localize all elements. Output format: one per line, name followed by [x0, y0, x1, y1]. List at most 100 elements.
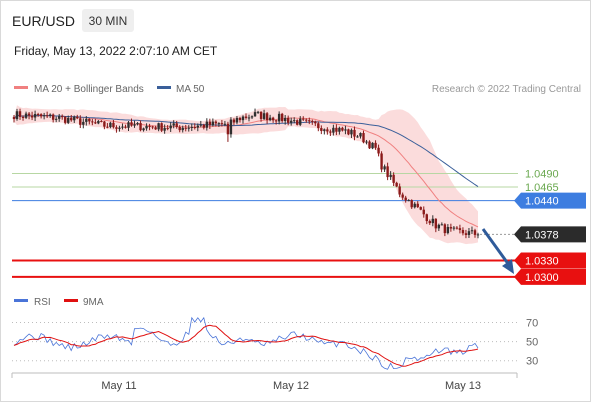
candle-body [145, 125, 148, 129]
timeframe-badge[interactable] [82, 9, 134, 32]
candle-body [410, 200, 413, 208]
legend-9ma-label: 9MA [83, 297, 104, 308]
rsi-tick-30: 30 [526, 356, 538, 368]
timeframe-label: 30 MIN [89, 14, 128, 28]
candle-body [341, 127, 344, 131]
legend-ma20-swatch [14, 86, 28, 89]
ma20-line [13, 114, 479, 228]
candle-body [24, 113, 28, 118]
candle-body [172, 123, 175, 126]
candle-body [314, 121, 317, 124]
candle-body [452, 227, 456, 229]
x-tick-label: May 11 [101, 380, 136, 392]
candle-body [434, 218, 438, 229]
candle-body [359, 133, 362, 137]
candle-body [205, 121, 209, 128]
rsi-tick-70: 70 [526, 318, 538, 330]
candle-body [289, 120, 293, 123]
candle-body [133, 124, 136, 126]
candle-body [235, 117, 239, 123]
pair-label: EUR/USD [12, 13, 75, 29]
candle-body [166, 128, 169, 130]
candle-body [100, 120, 103, 122]
candle-body [413, 203, 416, 208]
candle-body [136, 123, 139, 125]
candle-body [106, 126, 109, 128]
rsi-9ma-line [13, 324, 479, 367]
candle-body [268, 117, 272, 121]
candle-body [85, 118, 88, 122]
candle-body [317, 123, 320, 129]
candle-body [51, 114, 55, 120]
candle-body [253, 112, 257, 117]
candle-body [42, 115, 46, 117]
candle-body [464, 233, 468, 235]
candle-body [461, 230, 465, 234]
candle-body [154, 127, 157, 130]
candle-body [79, 118, 82, 125]
candle-body [169, 125, 172, 129]
candle-body [443, 224, 447, 234]
candle-body [229, 119, 233, 135]
candle-body [416, 203, 419, 208]
candle-body [57, 116, 61, 119]
candle-body [371, 142, 374, 149]
candle-body [256, 111, 260, 113]
candle-body [127, 122, 130, 128]
candle-body [12, 116, 16, 120]
candle-body [115, 127, 118, 129]
candle-body [139, 123, 142, 131]
legend-ma20-label: MA 20 + Bollinger Bands [34, 84, 144, 95]
candle-body [350, 129, 353, 135]
candle-body [97, 120, 100, 124]
candle-body [326, 129, 329, 132]
candle-body [395, 182, 398, 187]
candle-body [250, 116, 254, 118]
level-1-0300-tag [514, 268, 586, 285]
forecast-arrowhead [502, 259, 514, 274]
candle-body [112, 122, 115, 128]
candle-body [54, 118, 58, 120]
candle-body [344, 129, 347, 131]
candle-body [184, 127, 187, 129]
candle-body [455, 227, 459, 229]
candle-body [15, 111, 19, 120]
candle-body [211, 121, 215, 126]
candle-body [440, 224, 444, 226]
candle-body [39, 114, 43, 117]
level-1-0330-label: 1.0330 [525, 256, 559, 268]
ma50-line [13, 114, 479, 188]
candle-body [365, 141, 368, 143]
level-1-0440-label: 1.0440 [525, 196, 559, 208]
candle-body [67, 117, 70, 123]
candle-body [193, 126, 196, 128]
candle-body [449, 227, 453, 229]
candle-body [30, 115, 34, 118]
candle-body [404, 197, 407, 201]
level-1-0465-label: 1.0465 [525, 182, 559, 194]
candle-body [148, 125, 151, 127]
candle-body [431, 218, 435, 224]
candle-body [286, 117, 290, 123]
candle-body [76, 116, 79, 119]
candle-body [241, 116, 245, 121]
candle-body [45, 115, 49, 117]
candle-body [299, 118, 302, 125]
candle-body [308, 120, 311, 122]
level-1-0378-label: 1.0378 [525, 229, 559, 241]
candle-body [380, 153, 383, 170]
candle-body [425, 214, 428, 222]
candle-body [428, 221, 431, 224]
level-1-0378-tag [514, 226, 586, 243]
candle-body [335, 127, 338, 132]
candle-body [163, 128, 166, 131]
candle-body [383, 166, 386, 170]
candle-body [437, 224, 441, 229]
candle-body [389, 174, 392, 178]
candle-body [368, 141, 371, 149]
candle-body [196, 125, 199, 128]
candle-body [356, 136, 359, 138]
candle-body [422, 209, 425, 215]
candle-body [320, 128, 323, 131]
